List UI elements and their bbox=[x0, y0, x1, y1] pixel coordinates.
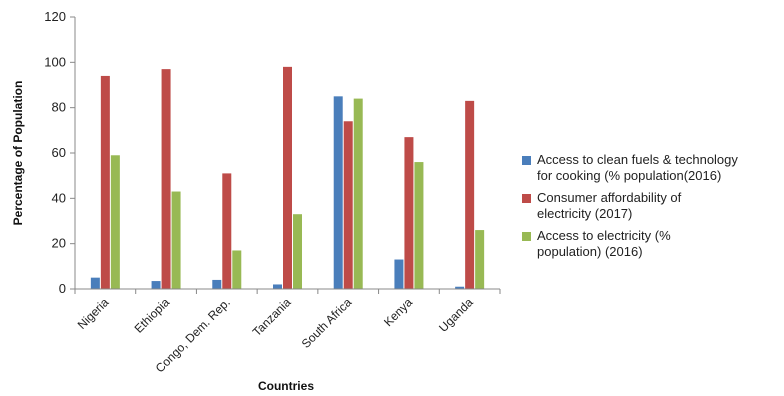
y-tick-label: 100 bbox=[44, 54, 66, 69]
bar bbox=[171, 191, 181, 289]
bar bbox=[394, 259, 404, 289]
bar bbox=[212, 279, 222, 289]
legend-swatch bbox=[522, 156, 531, 165]
bar bbox=[161, 69, 171, 289]
y-tick-label: 80 bbox=[52, 100, 66, 115]
y-tick-label: 20 bbox=[52, 236, 66, 251]
bar bbox=[333, 96, 343, 289]
bar bbox=[100, 75, 110, 289]
x-tick-label: Nigeria bbox=[75, 295, 112, 332]
y-axis: 0 20 40 60 80 100 120 bbox=[44, 9, 76, 296]
y-tick-label: 40 bbox=[52, 190, 66, 205]
legend-swatch bbox=[522, 232, 531, 241]
legend: Access to clean fuels & technology for c… bbox=[522, 152, 784, 266]
y-axis-title: Percentage of Population bbox=[11, 81, 25, 226]
bar bbox=[404, 137, 414, 289]
bar bbox=[222, 173, 232, 289]
bar bbox=[455, 286, 465, 289]
bar bbox=[414, 162, 424, 289]
bar bbox=[465, 100, 475, 289]
legend-label: Access to clean fuels & technology for c… bbox=[537, 152, 738, 183]
legend-item: Access to clean fuels & technology for c… bbox=[522, 152, 784, 184]
y-tick-label: 120 bbox=[44, 9, 66, 24]
bar bbox=[343, 121, 353, 290]
legend-label: Access to electricity (% population) (20… bbox=[537, 228, 671, 259]
x-axis-title: Countries bbox=[258, 379, 314, 393]
x-tick-label: Tanzania bbox=[250, 295, 294, 339]
bar bbox=[110, 155, 120, 289]
bar bbox=[90, 277, 100, 289]
x-tick-label: Uganda bbox=[436, 295, 476, 335]
bar bbox=[293, 214, 302, 289]
y-tick-label: 60 bbox=[52, 145, 66, 160]
bar bbox=[283, 66, 292, 289]
legend-swatch bbox=[522, 194, 531, 203]
legend-item: Access to electricity (% population) (20… bbox=[522, 228, 784, 260]
x-tick-label: Kenya bbox=[381, 295, 415, 329]
y-tick-label: 0 bbox=[59, 281, 66, 296]
x-tick-label: Ethiopia bbox=[132, 295, 173, 336]
legend-label: Consumer affordability of electricity (2… bbox=[537, 190, 682, 221]
bar bbox=[475, 230, 485, 289]
bars bbox=[90, 66, 485, 290]
x-tick-label: South Africa bbox=[299, 295, 355, 351]
bar bbox=[273, 284, 282, 289]
bar bbox=[232, 250, 242, 289]
bar bbox=[151, 281, 161, 289]
bar bbox=[353, 98, 363, 289]
legend-item: Consumer affordability of electricity (2… bbox=[522, 190, 784, 222]
